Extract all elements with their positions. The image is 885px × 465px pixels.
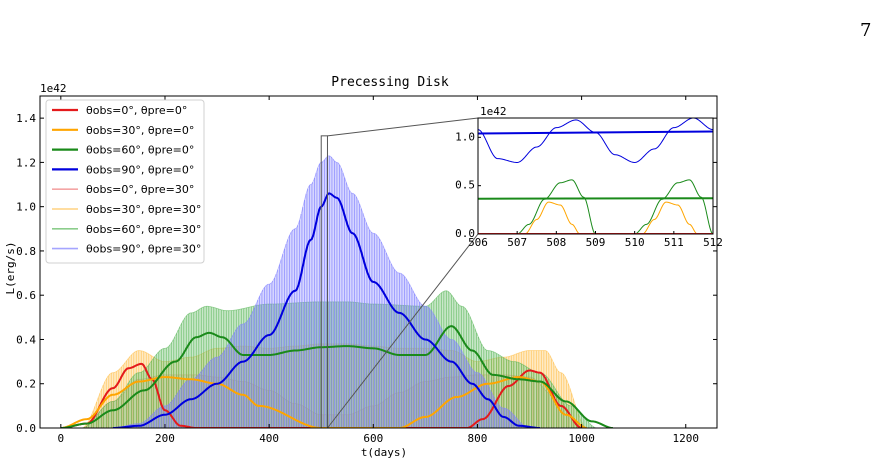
inset-x-tick-label: 512 [703, 236, 723, 249]
inset-x-tick-label: 506 [468, 236, 488, 249]
zoom-connector [327, 117, 479, 137]
inset-background [478, 118, 713, 234]
y-tick-label: 0.4 [16, 333, 36, 346]
legend-label: θobs=90°, θpre=0° [86, 163, 194, 176]
y-scale-label: 1e42 [40, 82, 67, 95]
x-tick-label: 1200 [673, 432, 700, 445]
x-axis-ticks: 0 200 400 600 800 1000 1200 [58, 96, 699, 445]
legend-label: θobs=90°, θpre=30° [86, 243, 201, 256]
y-tick-label: 1.0 [16, 201, 36, 214]
inset-x-tick-label: 510 [625, 236, 645, 249]
inset-x-tick-label: 508 [546, 236, 566, 249]
y-tick-label: 0.0 [16, 422, 36, 435]
x-tick-label: 200 [155, 432, 175, 445]
inset-x-tick-label: 511 [664, 236, 684, 249]
series-line-θobs=0°, θpre=0° [60, 362, 582, 428]
series-line-θobs=60°, θpre=0° [60, 325, 613, 428]
x-tick-label: 400 [259, 432, 279, 445]
inset-zoom-plot: 506 507 508 509 510 511 512 0.0 0.5 1.0 1e42 [455, 105, 723, 249]
inset-y-tick-label: 1.0 [455, 130, 475, 143]
legend-label: θobs=0°, θpre=0° [86, 104, 187, 117]
legend-label: θobs=30°, θpre=30° [86, 203, 201, 216]
x-tick-label: 1000 [568, 432, 595, 445]
legend-box [45, 99, 205, 264]
y-axis-label: L(erg/s) [4, 242, 17, 295]
series-lines [60, 192, 613, 428]
inset-x-tick-label: 509 [586, 236, 606, 249]
y-tick-label: 1.4 [16, 112, 36, 125]
plot-frame [39, 95, 718, 429]
inset-y-tick-label: 0.5 [455, 179, 475, 192]
series-line-θobs=30°, θpre=0° [60, 376, 587, 428]
x-axis-label: t(days) [361, 446, 407, 459]
page-number: 7 [860, 20, 872, 41]
legend: θobs=0°, θpre=0° θobs=30°, θpre=0° θobs=60… [45, 99, 205, 264]
y-axis-ticks: 0.0 0.2 0.4 0.6 0.8 1.0 1.2 1.4 [16, 112, 717, 435]
inset-osc-line [478, 201, 713, 234]
zoom-connector [327, 233, 479, 429]
legend-label: θobs=0°, θpre=30° [86, 183, 194, 196]
inset-osc-line [478, 179, 713, 234]
series-line-θobs=90°, θpre=0° [112, 192, 540, 428]
inset-flat-line [478, 130, 713, 135]
x-tick-label: 800 [468, 432, 488, 445]
y-tick-label: 0.2 [16, 378, 36, 391]
legend-label: θobs=60°, θpre=0° [86, 144, 194, 157]
x-tick-label: 0 [58, 432, 65, 445]
y-tick-label: 0.6 [16, 289, 36, 302]
band-strokes [114, 155, 529, 428]
y-tick-label: 1.2 [16, 156, 36, 169]
inset-series [478, 118, 713, 234]
legend-label: θobs=60°, θpre=30° [86, 223, 201, 236]
chart-title: Precessing Disk [331, 75, 449, 90]
y-tick-label: 0.8 [16, 245, 36, 258]
legend-label: θobs=30°, θpre=0° [86, 124, 194, 137]
inset-x-tick-label: 507 [507, 236, 527, 249]
inset-scale-label: 1e42 [480, 105, 507, 118]
inset-y-tick-label: 0.0 [455, 227, 475, 240]
x-tick-label: 600 [363, 432, 383, 445]
